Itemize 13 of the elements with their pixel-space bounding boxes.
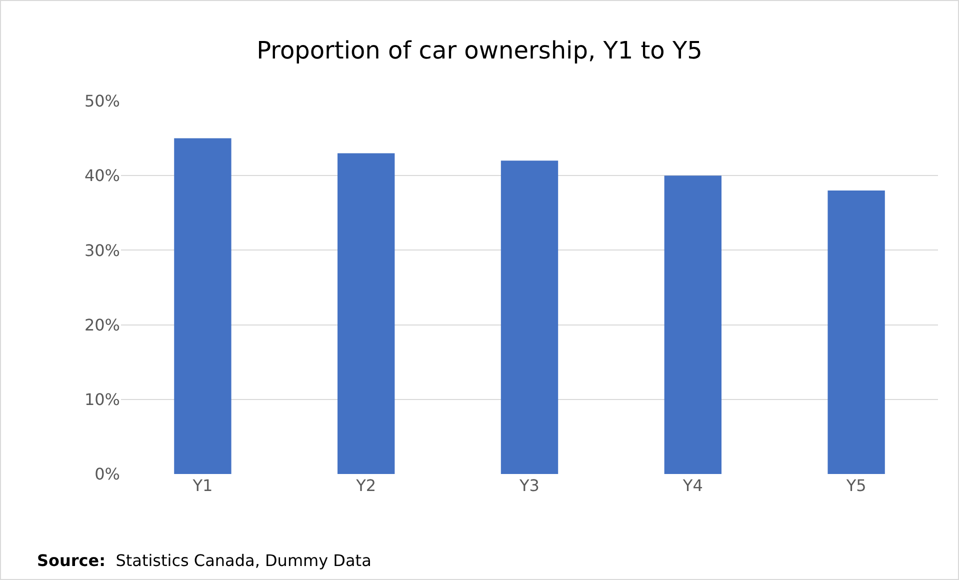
source-note: Source: Statistics Canada, Dummy Data [37, 551, 372, 570]
y-tick-label: 0% [94, 464, 120, 484]
chart-title: Proportion of car ownership, Y1 to Y5 [256, 36, 702, 64]
x-tick-label: Y3 [518, 476, 540, 495]
x-tick-label: Y4 [682, 476, 703, 495]
y-tick-label: 10% [84, 390, 120, 409]
y-tick-label: 20% [84, 315, 120, 334]
x-tick-label: Y5 [845, 476, 866, 495]
y-tick-label: 50% [84, 92, 120, 111]
y-tick-label: 30% [84, 240, 120, 260]
x-tick-label: Y2 [355, 476, 376, 495]
y-tick-label: 40% [84, 166, 120, 186]
x-tick-label: Y1 [192, 476, 213, 495]
